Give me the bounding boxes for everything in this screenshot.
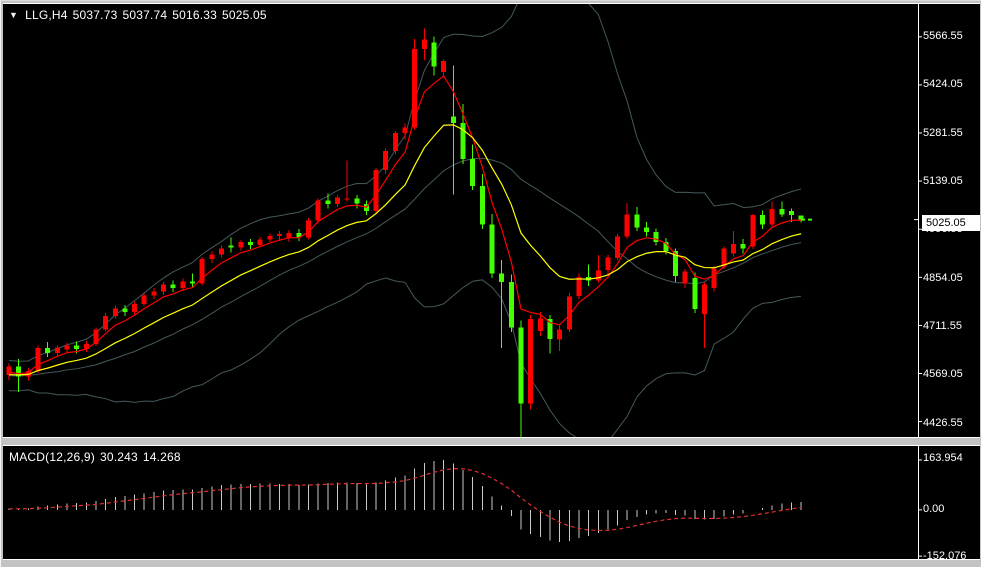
- symbol-menu-icon[interactable]: ▼: [9, 10, 19, 20]
- price-axis-label: 4854.05: [923, 271, 963, 284]
- macd-axis[interactable]: 163.954 0.00 -152.076: [918, 446, 980, 559]
- macd-canvas[interactable]: [3, 446, 980, 559]
- price-axis-label: 5281.55: [923, 126, 963, 139]
- panel-divider[interactable]: [1, 439, 981, 445]
- chart-header: ▼ LLG,H4 5037.73 5037.74 5016.33 5025.05: [9, 8, 272, 22]
- quote-open: 5037.73: [72, 8, 118, 22]
- macd-header: MACD(12,26,9) 30.243 14.268: [9, 450, 186, 464]
- macd-main-value: 30.243: [99, 450, 138, 464]
- price-axis-label: 4569.05: [923, 368, 963, 381]
- quote-low: 5016.33: [172, 8, 218, 22]
- macd-axis-label: 163.954: [923, 452, 963, 465]
- main-chart-panel[interactable]: ▼ LLG,H4 5037.73 5037.74 5016.33 5025.05 5566…: [3, 3, 980, 438]
- price-axis-label: 4711.55: [923, 319, 962, 332]
- symbol-timeframe-label: LLG,H4: [25, 8, 68, 22]
- price-axis[interactable]: 5566.555424.055281.555139.054996.554854.…: [918, 4, 980, 437]
- price-axis-label: 5566.55: [923, 30, 963, 42]
- quote-close: 5025.05: [222, 8, 267, 22]
- price-axis-label: 5424.05: [923, 78, 963, 91]
- quote-high: 5037.74: [122, 8, 168, 22]
- macd-axis-label: -152.076: [923, 550, 967, 560]
- macd-title: MACD(12,26,9): [9, 450, 95, 464]
- price-axis-label: 4426.55: [923, 416, 963, 429]
- current-price-box: 5025.05: [922, 214, 980, 231]
- macd-panel[interactable]: MACD(12,26,9) 30.243 14.268 163.954 0.00 -15…: [3, 445, 980, 560]
- current-price-value: 5025.05: [926, 216, 966, 229]
- macd-axis-label: 0.00: [923, 503, 945, 515]
- main-chart-canvas[interactable]: [3, 4, 980, 437]
- macd-signal-value: 14.268: [142, 450, 181, 464]
- price-axis-label: 5139.05: [923, 174, 963, 187]
